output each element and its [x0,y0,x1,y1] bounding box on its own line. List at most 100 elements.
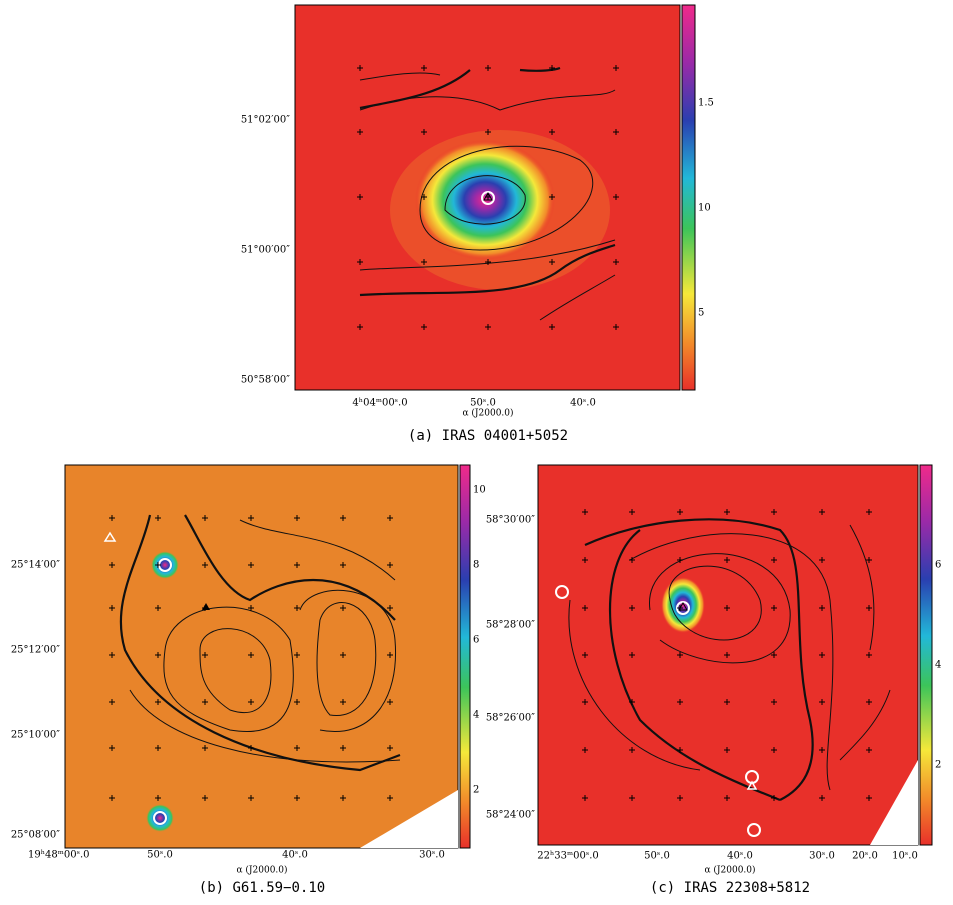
cross [155,652,161,658]
panel-a [294,4,696,391]
x-tick-label: 4ʰ04ᵐ00ˢ.0 [352,398,407,409]
cross [677,557,683,563]
y-tick-label: 25°14′00″ [11,560,60,571]
cross [387,562,393,568]
colorbar-tick-label: 4 [935,660,941,671]
cross [248,515,254,521]
cross [866,509,872,515]
grid-crosses [109,65,872,801]
cross [202,605,208,611]
x-tick-label: 50ˢ.0 [470,398,496,409]
cross [485,324,491,330]
x-tick-label: 50ˢ.0 [147,850,173,861]
cross [387,652,393,658]
cross [677,652,683,658]
cross [387,795,393,801]
cross [677,747,683,753]
cross [202,652,208,658]
cross [109,699,115,705]
cross [771,795,777,801]
cross [771,605,777,611]
cross [248,795,254,801]
cross [294,562,300,568]
cross [421,194,427,200]
cross [819,699,825,705]
cross [155,515,161,521]
cross [866,747,872,753]
cross [357,324,363,330]
y-tick-label: 58°26′00″ [486,713,535,724]
y-tick-label: 58°28′00″ [486,620,535,631]
cross [819,795,825,801]
cross [485,129,491,135]
x-tick-label: 30ˢ.0 [809,851,835,862]
cross [109,605,115,611]
cross [294,605,300,611]
cross [155,745,161,751]
cross [819,509,825,515]
cross [387,699,393,705]
x-tick-label: 10ˢ.0 [892,851,918,862]
x-axis-label: α (J2000.0) [462,408,513,419]
cross [771,699,777,705]
cross [421,324,427,330]
y-tick-label: 25°12′00″ [11,645,60,656]
cross [866,605,872,611]
colorbar-tick-label: 2 [935,760,941,771]
cross [387,605,393,611]
cross [248,699,254,705]
cross [485,194,491,200]
cross [202,745,208,751]
cross [294,515,300,521]
colorbar-tick-label: 10 [698,203,711,214]
cross [629,605,635,611]
cross [629,509,635,515]
cross [819,652,825,658]
cross [202,515,208,521]
cross [294,652,300,658]
cross [771,747,777,753]
x-axis-label: α (J2000.0) [704,865,755,876]
cross [109,795,115,801]
cross [485,259,491,265]
cross [866,795,872,801]
cross [357,65,363,71]
x-axis-label: α (J2000.0) [236,865,287,876]
cross [387,515,393,521]
cross [677,699,683,705]
cross [155,699,161,705]
cross [866,652,872,658]
colorbar-tick-label: 1.5 [698,98,714,109]
cross [340,562,346,568]
cross [724,509,730,515]
colorbar-tick-label: 4 [473,710,479,721]
cross [485,65,491,71]
cross [109,652,115,658]
panel-b [64,464,471,849]
cross [866,557,872,563]
cross [294,699,300,705]
cross [771,509,777,515]
cross [294,745,300,751]
colorbar-tick-label: 5 [698,308,704,319]
cross [340,515,346,521]
x-tick-label: 40ˢ.0 [282,850,308,861]
cross [582,699,588,705]
cross [248,652,254,658]
panel-c [537,464,933,846]
cross [613,65,619,71]
cross [109,562,115,568]
cross [771,652,777,658]
cross [549,324,555,330]
cross [613,129,619,135]
cross [248,605,254,611]
cross [613,259,619,265]
cross [248,562,254,568]
cross [771,557,777,563]
cross [109,515,115,521]
cross [549,194,555,200]
cross [202,795,208,801]
x-tick-label: 40ˢ.0 [570,398,596,409]
cross [582,605,588,611]
